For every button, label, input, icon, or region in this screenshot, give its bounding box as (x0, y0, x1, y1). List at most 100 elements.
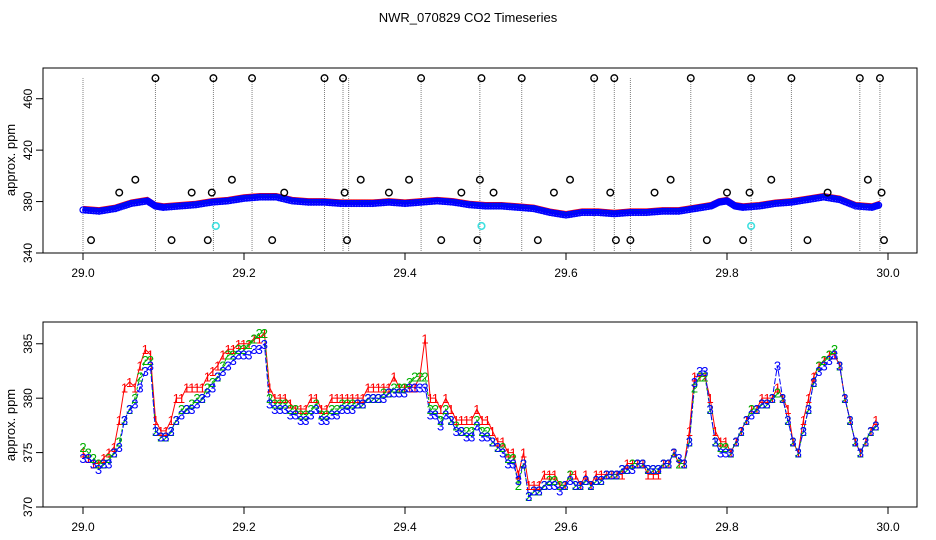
bottom-series-2-point: 2 (354, 397, 361, 412)
bottom-series-2-point: 2 (230, 348, 237, 363)
bottom-series-2-point: 2 (800, 424, 807, 439)
bottom-series-3-point: 3 (370, 391, 377, 406)
top-marker (658, 207, 667, 215)
bottom-series-3-point: 3 (173, 413, 180, 428)
bottom-series-2-point: 2 (333, 402, 340, 417)
top-marker (261, 193, 270, 201)
top-marker (586, 208, 594, 217)
bottom-series-3-point: 3 (515, 473, 522, 488)
top-marker (605, 209, 613, 217)
top-marker (377, 199, 385, 207)
bottom-series-2-point: 2 (105, 451, 112, 466)
bottom-series-2-point: 2 (328, 402, 335, 417)
bottom-series-3-point: 3 (546, 478, 553, 493)
bottom-series-3-point: 3 (805, 402, 812, 417)
top-marker (465, 201, 473, 209)
top-marker (178, 202, 186, 210)
bottom-series-2-point: 2 (706, 402, 713, 417)
top-marker (167, 203, 176, 211)
top-marker (170, 202, 178, 211)
bottom-series-2-point: 2 (219, 359, 226, 374)
bottom-series-1-point: 1 (100, 451, 107, 466)
bottom-series-1-point: 1 (510, 446, 517, 461)
flagged-point (747, 221, 756, 231)
bottom-series-2-point: 2 (183, 402, 190, 417)
bottom-series-2-point: 2 (696, 369, 703, 384)
top-marker (291, 197, 299, 205)
bottom-series-2-point: 2 (567, 467, 574, 482)
bottom-series-1-point: 1 (142, 342, 149, 357)
bottom-series-1-point: 1 (867, 424, 874, 439)
bottom-series-3-point: 3 (592, 473, 599, 488)
outlier-point (489, 188, 498, 197)
bottom-series-3-point: 3 (670, 446, 677, 461)
top-marker (578, 208, 586, 217)
outlier-point (610, 74, 619, 83)
bottom-series-3-point: 3 (349, 402, 356, 417)
bottom-series-3-point: 3 (307, 408, 314, 423)
top-marker (406, 199, 414, 207)
bottom-series-3-point: 3 (100, 456, 107, 471)
bottom-series-1-point: 1 (520, 446, 527, 461)
bottom-series-2-point: 2 (634, 456, 641, 471)
bottom-series-1-point: 1 (732, 435, 739, 450)
bottom-series-3-point: 3 (328, 408, 335, 423)
top-marker (744, 203, 753, 211)
bottom-series-1-point: 1 (453, 413, 460, 428)
bottom-series-1-point: 1 (276, 391, 283, 406)
bottom-series-3-point: 3 (339, 402, 346, 417)
bottom-series-2-point: 2 (763, 397, 770, 412)
bottom-series-2-point: 2 (447, 413, 454, 428)
bottom-series-3-point: 3 (551, 478, 558, 493)
top-marker (294, 197, 302, 205)
bottom-series-3-point: 3 (655, 462, 662, 477)
bottom-series-2-point: 2 (769, 391, 776, 406)
top-marker (404, 199, 412, 207)
top-marker (82, 206, 90, 214)
bottom-series-1-point: 1 (245, 337, 252, 352)
bottom-series-3-point: 3 (235, 348, 242, 363)
bottom-y-tick-label: 375 (21, 442, 35, 462)
outlier-point (549, 188, 558, 197)
bottom-series-3-point: 3 (629, 462, 636, 477)
top-x-tick-label: 30.0 (876, 266, 900, 280)
bottom-series-2-point: 2 (857, 446, 864, 461)
bottom-series-3-point: 3 (598, 473, 605, 488)
bottom-series-2-point: 2 (162, 429, 169, 444)
bottom-series-2-point: 2 (815, 359, 822, 374)
bottom-series-3-point: 3 (577, 478, 584, 493)
bottom-series-1-point: 1 (199, 380, 206, 395)
bottom-series-1-point: 1 (598, 467, 605, 482)
bottom-series-1-point: 1 (649, 467, 656, 482)
top-marker (479, 202, 487, 210)
top-marker (425, 197, 433, 206)
top-marker (162, 203, 170, 211)
bottom-series-3-point: 3 (530, 484, 537, 499)
bottom-series-1-point: 1 (504, 446, 511, 461)
top-marker (433, 197, 441, 205)
bottom-series-2-point: 2 (178, 402, 185, 417)
bottom-series-1-point: 1 (354, 391, 361, 406)
top-marker (259, 193, 267, 201)
top-marker (345, 199, 353, 208)
bottom-series-1-point: 1 (318, 402, 325, 417)
bottom-x-tick-label: 29.4 (393, 520, 417, 534)
top-marker (468, 201, 476, 209)
bottom-series-1-point: 1 (344, 391, 351, 406)
bottom-series-3-point: 3 (681, 456, 688, 471)
bottom-series-2-point: 2 (271, 397, 278, 412)
top-marker (337, 199, 345, 208)
bottom-series-1-point: 1 (530, 478, 537, 493)
top-marker (471, 201, 479, 209)
bottom-series-3-point: 3 (193, 397, 200, 412)
top-marker (253, 193, 262, 201)
top-marker (444, 198, 452, 206)
bottom-series-1-point: 1 (831, 348, 838, 363)
bottom-series-1-point: 1 (872, 413, 879, 428)
top-marker (181, 202, 189, 210)
bottom-series-3-point: 3 (214, 369, 221, 384)
bottom-series-1-point: 1 (167, 413, 174, 428)
bottom-series-3-point: 3 (706, 402, 713, 417)
top-marker (875, 201, 883, 209)
